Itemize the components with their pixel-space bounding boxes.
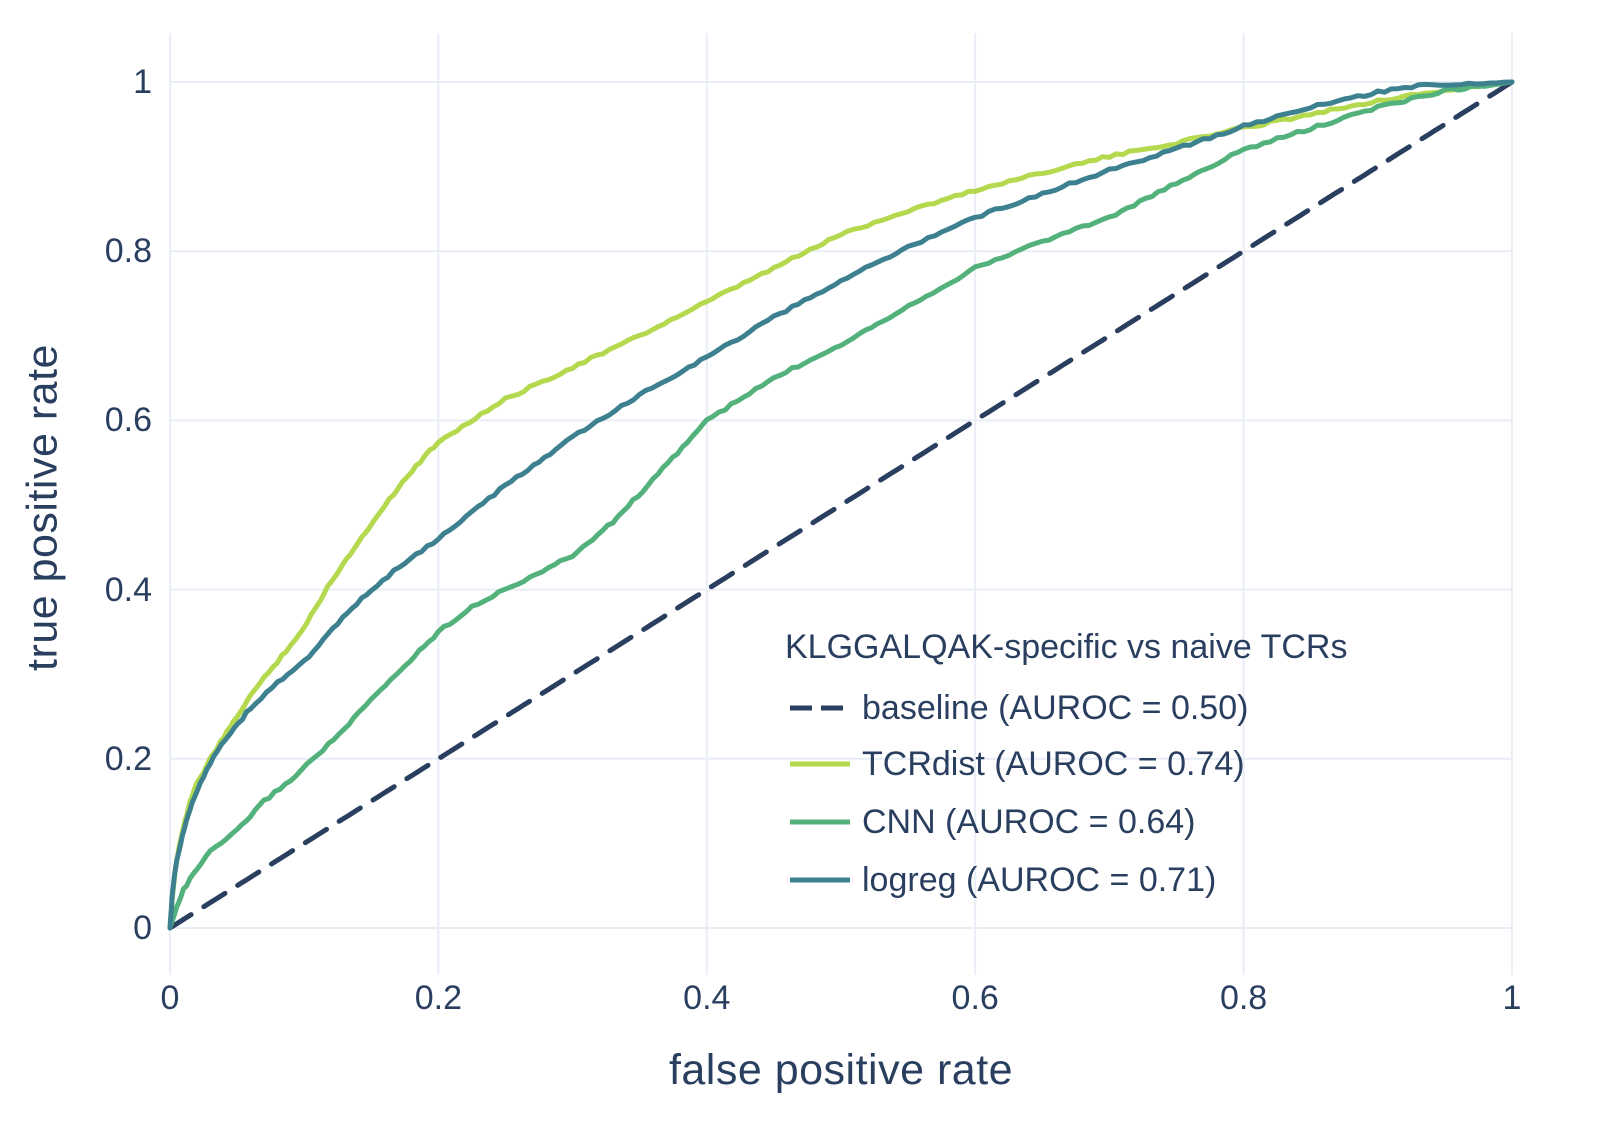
legend-item-tcrdist[interactable]: TCRdist (AUROC = 0.74) — [790, 743, 1245, 785]
x-tick-label-0.2: 0.2 — [414, 979, 463, 1017]
legend-label-cnn: CNN (AUROC = 0.64) — [862, 803, 1196, 841]
curve-logreg — [167, 79, 1515, 931]
y-tick-label-1: 1 — [133, 63, 152, 101]
legend-label-logreg: logreg (AUROC = 0.71) — [862, 861, 1217, 899]
legend-line-sample-cnn — [790, 819, 850, 825]
legend-item-baseline[interactable]: baseline (AUROC = 0.50) — [790, 687, 1248, 729]
y-tick-label-0.8: 0.8 — [104, 232, 152, 271]
legend-line-sample-baseline — [790, 705, 850, 711]
legend-line-sample-tcrdist — [790, 761, 850, 767]
x-tick-label-0.8: 0.8 — [1219, 979, 1268, 1017]
curve-baseline — [167, 79, 1515, 931]
y-tick-label-0.2: 0.2 — [104, 739, 152, 778]
y-tick-label-0: 0 — [133, 909, 152, 947]
legend-label-tcrdist: TCRdist (AUROC = 0.74) — [862, 745, 1245, 783]
legend-item-logreg[interactable]: logreg (AUROC = 0.71) — [790, 859, 1216, 901]
x-tick-label-1: 1 — [1502, 979, 1522, 1017]
y-tick-label-0.4: 0.4 — [104, 570, 152, 609]
x-axis-title: false positive rate — [668, 1046, 1014, 1094]
curve-cnn — [167, 79, 1515, 931]
legend-line-sample-logreg — [790, 877, 850, 883]
x-tick-label-0.6: 0.6 — [951, 979, 999, 1017]
x-tick-label-0: 0 — [160, 979, 180, 1017]
y-tick-label-0.6: 0.6 — [104, 401, 152, 440]
y-axis-title: true positive rate — [18, 344, 67, 671]
x-tick-label-0.4: 0.4 — [683, 979, 731, 1017]
legend-label-baseline: baseline (AUROC = 0.50) — [862, 689, 1249, 727]
legend-item-cnn[interactable]: CNN (AUROC = 0.64) — [790, 801, 1195, 843]
